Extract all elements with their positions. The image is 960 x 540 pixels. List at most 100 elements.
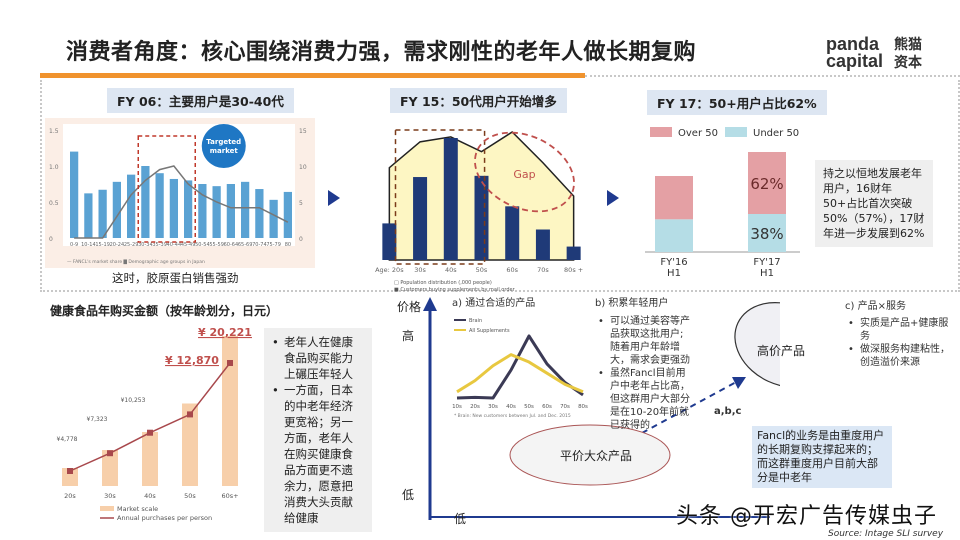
- bar: [141, 166, 150, 238]
- market-scale-bar: [222, 336, 238, 486]
- bar: [566, 246, 581, 260]
- bar: [184, 180, 193, 238]
- low-x-label: 低: [454, 512, 467, 526]
- badge: [201, 124, 246, 168]
- panel3-note: 持之以恒地发展老年用户，16财年50+占比首次突破50%（57%），17财年进一…: [815, 160, 933, 247]
- market-scale-bar: [182, 403, 198, 486]
- x-tick: 10-14: [81, 242, 96, 248]
- fancl-note: Fancl的业务是由重度用户的长期复购支撑起来的；而这群重度用户目前大部分是中老…: [752, 426, 892, 488]
- x-tick: 65-69: [238, 242, 253, 248]
- c-bullet: 实质是产品+健康服务: [848, 317, 958, 343]
- c-bullets: 实质是产品+健康服务 做深服务构建粘性，创造溢价来源: [848, 317, 958, 369]
- arrow-right-icon: [328, 190, 340, 206]
- purchase-notes: 老年人在健康食品购买能力上碾压年轻人 一方面，日本的中老年经济更宽裕；另一方面，…: [264, 328, 372, 532]
- accent-band: [40, 73, 585, 78]
- x-tick: 60s: [506, 266, 518, 274]
- bar: [474, 175, 489, 260]
- x-tick: 70-74: [252, 242, 267, 248]
- bar: [269, 199, 278, 238]
- legend-label: Brain: [469, 318, 482, 324]
- purchase-marker: [227, 360, 233, 366]
- divider: [585, 75, 960, 77]
- x-tick: 15-19: [95, 242, 110, 248]
- purchase-marker: [107, 450, 113, 457]
- data-label: ¥7,323: [87, 416, 108, 423]
- b-bullet: 虽然Fancl目前用户中老年占比高，但这群用户大部分是在10-20年前就已获得的: [598, 367, 690, 432]
- x-tick: 50s: [184, 492, 196, 500]
- purchase-chart-title: 健康食品年购买金额（按年龄划分，日元）: [50, 304, 279, 318]
- y-tick: 0.5: [49, 200, 59, 207]
- x-tick: 60s: [542, 404, 552, 410]
- c-bullet: 做深服务构建粘性，创造溢价来源: [848, 343, 958, 369]
- x-tick: 60s+: [221, 492, 238, 500]
- fy15-chart: Age: 20s 30s 40s 50s 60s 70s 80s + Gap □ Populat…: [375, 129, 583, 293]
- footnote: * Brain: New customers between Jul. and …: [454, 413, 571, 419]
- page-title: 消费者角度：核心围绕消费力强，需求刚性的老年人做长期复购: [66, 40, 697, 65]
- market-share-line: [74, 165, 289, 239]
- x-tick: 70s: [537, 266, 549, 274]
- bar: [241, 181, 250, 238]
- x-tick: 25-29: [124, 242, 139, 248]
- arrow-right-icon: [607, 190, 619, 206]
- bar: [535, 229, 550, 260]
- x-tick: 50s: [476, 266, 488, 274]
- strategy-axes: [423, 297, 780, 520]
- x-tick: H1: [760, 268, 774, 279]
- a-title: a) 通过合适的产品: [452, 298, 536, 309]
- low-price-ellipse: [509, 424, 671, 486]
- x-tick: 40s: [144, 492, 156, 500]
- bar: [505, 206, 520, 260]
- legend-item: □ Population distribution (,000 people): [394, 280, 492, 286]
- x-tick: 40s: [506, 404, 516, 410]
- logo: panda capital 熊猫 资本: [826, 35, 938, 74]
- x-tick: 30s: [104, 492, 116, 500]
- axis-arrow-icon: [423, 297, 437, 311]
- bar: [127, 174, 136, 238]
- bar: [443, 138, 458, 260]
- x-tick: 20s: [64, 492, 76, 500]
- y2-tick: 10: [299, 164, 307, 171]
- market-scale-bar: [142, 432, 158, 486]
- x-tick: H1: [667, 268, 681, 279]
- x-tick: 45-49: [181, 242, 196, 248]
- x-tick: FY'16: [660, 257, 687, 268]
- age-curve-chart: Brain All Supplements 10s 20s 30s 40s 50s 60s 70…: [452, 318, 588, 419]
- x-tick: 50-54: [195, 242, 210, 248]
- badge-text: Targeted: [206, 138, 241, 146]
- bar: [283, 191, 292, 238]
- x-tick: 10s: [452, 404, 462, 410]
- y-tick: 0: [49, 236, 53, 243]
- x-tick: FY'17: [753, 257, 780, 268]
- badge-text: market: [210, 147, 239, 155]
- b-bullet: 可以通过美容等产品获取这批用户;随着用户年龄增大，需求会更强劲: [598, 315, 690, 367]
- bar: [382, 223, 397, 260]
- y2-tick: 15: [299, 128, 307, 135]
- legend-label: All Supplements: [469, 328, 510, 334]
- x-tick: 75-79: [266, 242, 281, 248]
- gap-ellipse: [474, 131, 575, 213]
- bar: [155, 173, 164, 238]
- arrow-head-icon: [732, 377, 746, 389]
- high-price-product-label: 高价产品: [757, 344, 806, 358]
- x-tick: 60-64: [224, 242, 239, 248]
- gap-label: Gap: [513, 168, 535, 181]
- data-label: ¥10,253: [121, 397, 146, 404]
- x-tick: 20-24: [110, 242, 125, 248]
- legend-item: — FANCL's market share ▇ Demographic age…: [67, 259, 205, 265]
- timeline-frame: [40, 80, 960, 292]
- target-box: [137, 135, 196, 243]
- data-label: 62%: [750, 175, 783, 193]
- b-bullets: 可以通过美容等产品获取这批用户;随着用户年龄增大，需求会更强劲 虽然Fancl目…: [598, 315, 690, 432]
- panel3-label: FY 17：50+用户占比62%: [647, 90, 827, 115]
- bar-under50: [748, 214, 786, 252]
- x-tick: 70s: [560, 404, 570, 410]
- legend-label: Over 50: [678, 128, 718, 139]
- market-scale-bar: [62, 468, 78, 486]
- y2-tick: 0: [299, 236, 303, 243]
- arrow-label: a,b,c: [714, 406, 742, 417]
- bar-over50: [655, 176, 693, 220]
- x-tick: 30s: [488, 404, 498, 410]
- legend-item: ■ Customers buying supplements by mail o…: [394, 287, 516, 293]
